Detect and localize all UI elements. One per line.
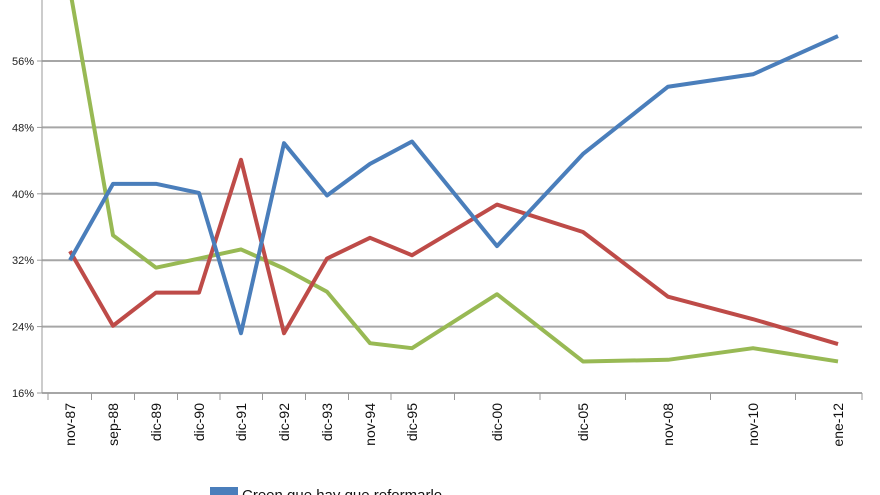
- x-tick-label: dic-91: [233, 403, 249, 441]
- y-tick-label: 32%: [12, 255, 34, 267]
- y-tick-label: 40%: [12, 189, 34, 201]
- x-tick-label: dic-89: [148, 403, 164, 441]
- gridlines: [37, 0, 863, 400]
- y-tick-label: 16%: [12, 388, 34, 400]
- series-line-0: [68, 34, 839, 336]
- x-tick-label: nov-10: [745, 403, 761, 446]
- legend-label: Creen que hay que reformarlo: [242, 487, 442, 495]
- x-tick-label: dic-05: [575, 403, 591, 441]
- x-tick-label: dic-00: [489, 403, 505, 441]
- x-tick-label: nov-08: [660, 403, 676, 446]
- x-tick-label: ene-12: [830, 403, 846, 447]
- legend: Creen que hay que reformarlo: [210, 487, 442, 495]
- series-lines: [68, 0, 839, 364]
- y-tick-label: 56%: [12, 56, 34, 68]
- x-tick-label: nov-87: [62, 403, 78, 446]
- x-tick-label: dic-95: [404, 403, 420, 441]
- x-tick-label: dic-92: [276, 403, 292, 441]
- x-tick-label: dic-90: [191, 403, 207, 441]
- x-axis-ticks: nov-87 sep-88 dic-89 dic-90 dic-91 dic-92 dic-…: [62, 403, 846, 447]
- y-tick-label: 64%: [12, 0, 34, 2]
- y-tick-label: 24%: [12, 322, 34, 334]
- y-axis-ticks: 16% 24% 32% 40% 48% 56% 64%: [12, 0, 34, 400]
- series-line-2: [69, 0, 839, 364]
- series-line-1: [68, 157, 839, 346]
- x-tick-label: dic-93: [319, 403, 335, 441]
- legend-swatch: [210, 487, 238, 495]
- x-tick-label: sep-88: [105, 403, 121, 446]
- y-tick-label: 48%: [12, 122, 34, 134]
- x-tick-label: nov-94: [362, 403, 378, 446]
